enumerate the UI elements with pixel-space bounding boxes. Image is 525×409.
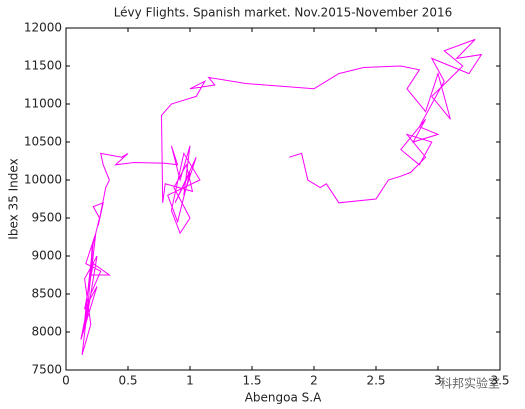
y-tick-label: 11000 (24, 97, 62, 111)
y-tick-label: 12000 (24, 21, 62, 35)
y-tick-label: 10000 (24, 173, 62, 187)
y-tick-label: 10500 (24, 135, 62, 149)
chart-title: Lévy Flights. Spanish market. Nov.2015-N… (114, 6, 453, 20)
x-tick-label: 2.5 (366, 374, 385, 388)
trajectory-line (80, 38, 483, 355)
x-tick-label: 0 (62, 374, 70, 388)
x-tick-label: 3 (434, 374, 442, 388)
x-tick-label: 1 (186, 374, 194, 388)
watermark: 科邦实验室 (440, 376, 500, 391)
x-tick-label: 2 (310, 374, 318, 388)
plot-frame (65, 27, 501, 371)
y-tick-label: 11500 (24, 59, 62, 73)
x-tick-label: 0.5 (118, 374, 137, 388)
x-axis-label: Abengoa S.A (245, 391, 322, 405)
y-tick-label: 8500 (31, 287, 62, 301)
y-axis-label: Ibex 35 Index (7, 158, 21, 239)
y-tick-label: 9500 (31, 211, 62, 225)
x-tick-label: 1.5 (242, 374, 261, 388)
y-tick-label: 8000 (31, 325, 62, 339)
y-tick-label: 7500 (31, 363, 62, 377)
x-tick-label: 3.5 (490, 374, 509, 388)
y-tick-label: 9000 (31, 249, 62, 263)
